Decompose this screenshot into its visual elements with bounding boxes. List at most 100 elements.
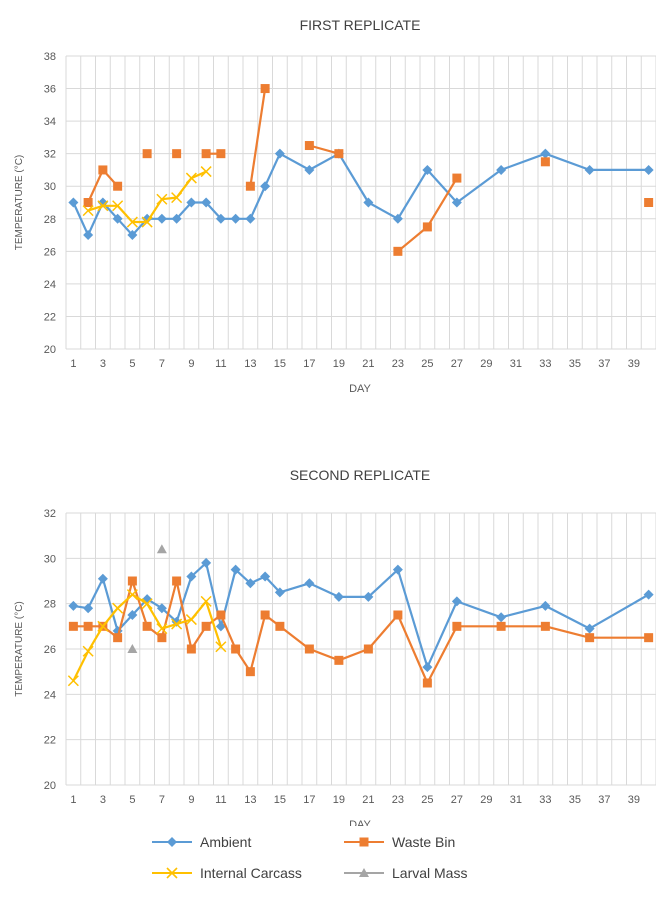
data-point-waste-bin: [245, 181, 255, 191]
x-tick-label: 3: [100, 794, 106, 806]
data-point-ambient: [422, 164, 433, 175]
data-point-ambient: [333, 591, 344, 602]
data-point-ambient: [215, 213, 226, 224]
data-point-internal-carcass: [141, 598, 153, 610]
data-point-ambient: [451, 596, 462, 607]
data-point-internal-carcass: [82, 645, 94, 657]
data-point-ambient: [496, 612, 507, 623]
data-point-ambient: [230, 564, 241, 575]
y-tick-label: 28: [44, 214, 56, 226]
x-tick-label: 33: [539, 794, 551, 806]
data-point-internal-carcass: [215, 641, 227, 653]
x-tick-label: 23: [392, 358, 404, 370]
data-point-ambient: [127, 610, 138, 620]
x-tick-label: 19: [333, 794, 345, 806]
x-tick-label: 15: [274, 358, 286, 370]
chart-root: FIRST REPLICATE 20 22 24 26 28 30 32 34 36 38 1 3 5 7 9…: [14, 17, 656, 831]
x-axis-label: DAY: [349, 819, 371, 826]
data-point-ambient: [186, 197, 197, 208]
data-point-internal-carcass: [97, 200, 109, 212]
legend-marker-larval-mass: [344, 868, 384, 877]
plot-area: [67, 544, 654, 688]
data-point-ambient: [201, 197, 212, 208]
x-tick-label: 11: [215, 794, 226, 806]
x-tick-label: 29: [480, 358, 492, 370]
data-point-ambient: [245, 578, 256, 589]
data-point-waste-bin: [127, 576, 137, 586]
data-point-internal-carcass: [200, 595, 212, 607]
data-point-ambient: [584, 164, 595, 175]
data-point-ambient: [245, 213, 256, 224]
data-point-ambient: [83, 230, 94, 241]
data-point-internal-carcass: [97, 620, 109, 632]
data-point-internal-carcass: [126, 216, 138, 228]
y-tick-label: 26: [44, 644, 56, 656]
data-point-waste-bin: [260, 84, 270, 94]
series-waste-bin: [83, 84, 654, 256]
data-point-larval-mass: [156, 544, 167, 554]
chart-title: FIRST REPLICATE: [300, 17, 421, 33]
data-point-ambient: [304, 164, 315, 175]
data-point-ambient: [540, 600, 551, 611]
data-point-ambient: [156, 213, 167, 224]
data-point-waste-bin: [201, 149, 211, 159]
legend-item-internal-carcass: Internal Carcass: [152, 865, 302, 881]
x-tick-label: 21: [362, 358, 374, 370]
x-tick-label: 27: [451, 794, 463, 806]
data-point-internal-carcass: [185, 614, 197, 626]
data-point-internal-carcass: [171, 192, 183, 204]
series-ambient: [68, 557, 654, 673]
data-point-internal-carcass: [112, 602, 124, 614]
data-point-waste-bin: [98, 165, 108, 175]
data-point-waste-bin: [113, 181, 123, 191]
x-tick-label: 37: [598, 794, 610, 806]
data-point-ambient: [230, 213, 241, 224]
x-tick-label: 19: [333, 358, 345, 370]
data-point-ambient: [201, 557, 212, 568]
data-point-waste-bin: [172, 576, 182, 586]
data-point-ambient: [83, 603, 94, 614]
y-tick-label: 28: [44, 599, 56, 611]
data-point-internal-carcass: [126, 589, 138, 601]
legend-item-waste-bin: Waste Bin: [344, 834, 455, 850]
x-tick-label: 39: [628, 358, 640, 370]
y-tick-label: 36: [44, 84, 56, 96]
data-point-waste-bin: [452, 173, 462, 183]
legend: Ambient Waste Bin Internal Carcass Larva…: [0, 826, 656, 912]
data-point-waste-bin: [113, 633, 123, 643]
x-tick-label: 15: [274, 794, 286, 806]
data-point-ambient: [540, 148, 551, 159]
data-point-waste-bin: [260, 610, 270, 620]
data-point-waste-bin: [83, 621, 93, 631]
data-point-ambient: [392, 213, 403, 224]
data-point-ambient: [260, 571, 271, 582]
y-tick-label: 22: [44, 311, 56, 323]
data-point-waste-bin: [142, 149, 152, 159]
x-tick-label: 1: [70, 358, 76, 370]
x-tick-label: 31: [510, 358, 522, 370]
x-tick-label: 17: [303, 794, 315, 806]
data-point-ambient: [392, 564, 403, 575]
data-point-waste-bin: [540, 157, 550, 167]
data-point-internal-carcass: [141, 216, 153, 228]
data-point-ambient: [171, 213, 182, 224]
x-tick-label: 13: [244, 358, 256, 370]
data-point-ambient: [363, 197, 374, 208]
data-point-waste-bin: [422, 678, 432, 688]
x-tick-label: 33: [539, 358, 551, 370]
x-tick-label: 17: [303, 358, 315, 370]
data-point-ambient: [186, 571, 197, 582]
data-point-internal-carcass: [82, 205, 94, 217]
y-tick-label: 24: [44, 689, 56, 701]
legend-label-waste-bin: Waste Bin: [392, 834, 456, 850]
legend-item-ambient: Ambient: [152, 834, 251, 850]
x-tick-label: 27: [451, 358, 463, 370]
legend-marker-waste-bin: [344, 837, 384, 847]
data-point-waste-bin: [216, 610, 226, 620]
data-point-internal-carcass: [156, 193, 168, 205]
data-point-waste-bin: [142, 621, 152, 631]
data-point-ambient: [97, 573, 108, 584]
x-tick-label: 13: [244, 794, 256, 806]
chart-title: SECOND REPLICATE: [290, 467, 431, 483]
